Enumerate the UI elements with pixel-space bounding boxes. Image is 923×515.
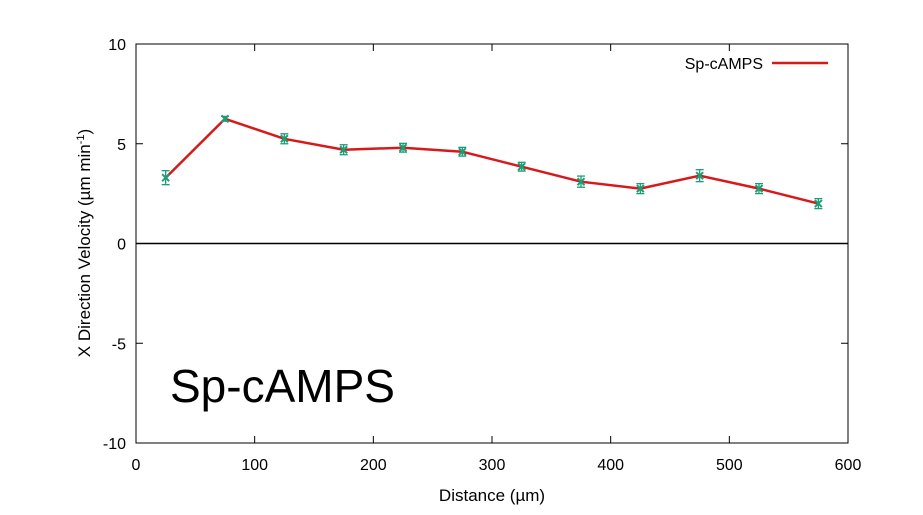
legend-label: Sp-cAMPS — [685, 56, 763, 73]
x-tick-label: 100 — [241, 457, 268, 474]
y-tick-label: 10 — [108, 37, 126, 54]
data-point — [814, 197, 823, 210]
y-axis-title-main: X Direction Velocity (µm min — [75, 144, 94, 357]
legend: Sp-cAMPS — [685, 56, 828, 73]
data-point — [220, 114, 230, 124]
data-point — [517, 161, 526, 172]
data-marker — [220, 114, 230, 124]
x-tick-label: 600 — [835, 457, 862, 474]
data-point — [398, 142, 408, 153]
data-marker — [695, 171, 704, 180]
data-marker — [814, 199, 823, 208]
data-marker — [754, 184, 764, 193]
data-marker — [636, 184, 645, 193]
data-marker — [161, 173, 170, 182]
data-marker — [517, 162, 526, 171]
annotation-label: Sp-cAMPS — [170, 360, 395, 412]
x-tick-label: 300 — [479, 457, 506, 474]
data-marker — [576, 177, 586, 186]
x-tick-label: 400 — [597, 457, 624, 474]
data-point — [754, 182, 764, 195]
data-marker — [458, 147, 467, 156]
y-tick-label: 5 — [117, 137, 126, 154]
data-point — [280, 133, 289, 145]
data-point — [339, 144, 348, 156]
y-axis-title-sup: -1 — [75, 134, 87, 144]
x-tick-label: 500 — [716, 457, 743, 474]
data-marker — [280, 134, 289, 143]
series-line — [164, 117, 819, 205]
y-tick-label: 0 — [117, 237, 126, 254]
data-marker — [339, 145, 348, 154]
data-marker — [398, 143, 408, 152]
y-tick-label: -10 — [103, 436, 126, 453]
data-point — [636, 182, 645, 195]
data-point — [161, 170, 170, 186]
x-tick-label: 200 — [360, 457, 387, 474]
data-point — [695, 169, 704, 183]
data-point — [458, 146, 467, 157]
x-axis-title: Distance (µm) — [439, 486, 545, 505]
data-point — [576, 175, 586, 188]
y-axis-title: X Direction Velocity (µm min-1) — [75, 129, 94, 357]
y-tick-label: -5 — [112, 336, 126, 353]
y-axis-title-close: ) — [75, 129, 94, 135]
x-tick-label: 0 — [132, 457, 141, 474]
